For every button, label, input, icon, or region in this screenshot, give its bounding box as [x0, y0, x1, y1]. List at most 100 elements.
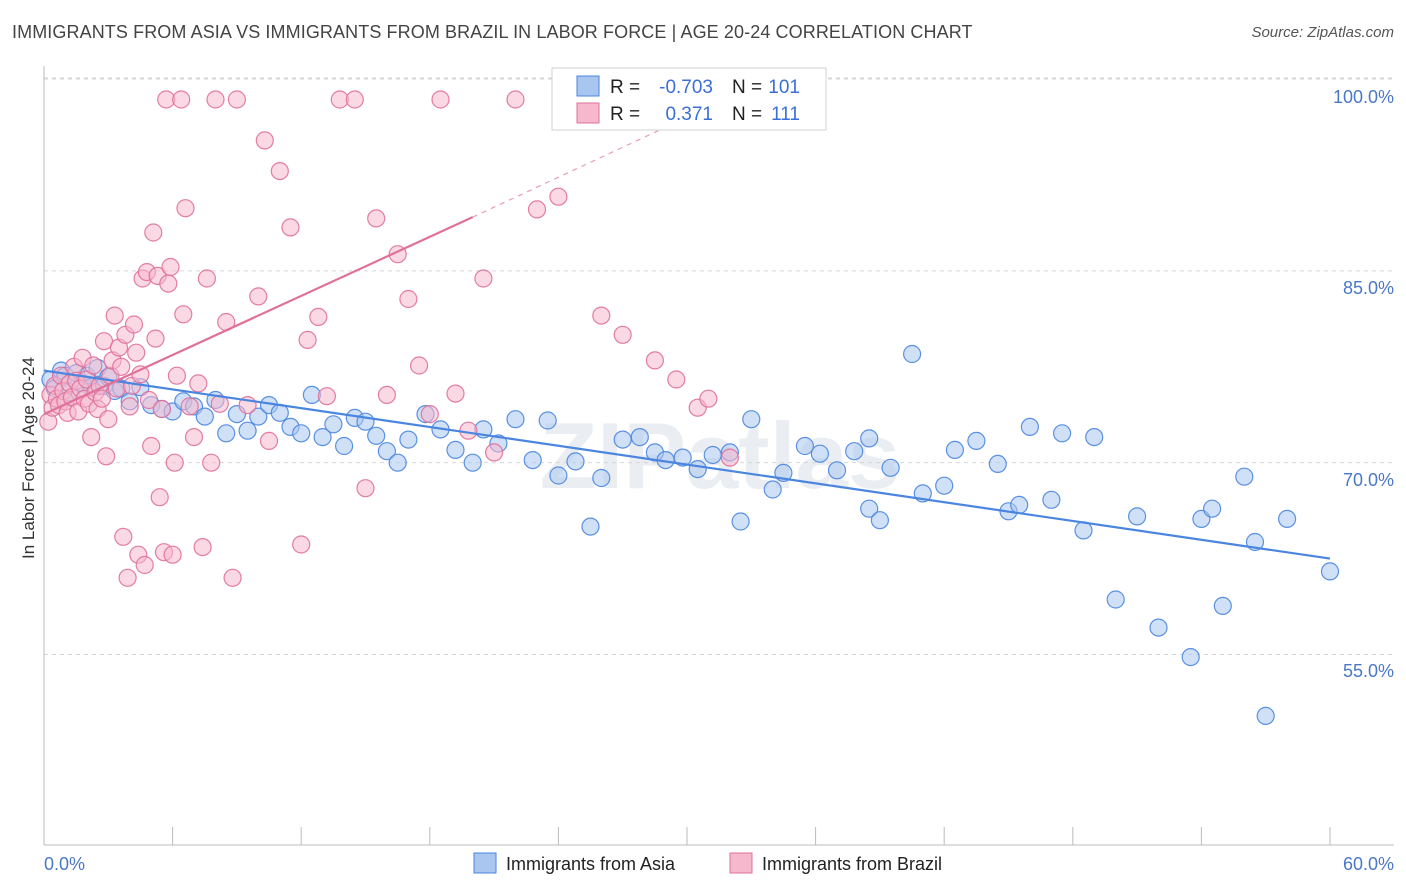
data-point — [84, 356, 103, 375]
data-point — [845, 442, 864, 461]
data-point — [142, 436, 161, 456]
data-point — [302, 385, 321, 404]
data-point — [870, 511, 890, 530]
data-point — [118, 568, 137, 587]
data-point — [127, 343, 146, 362]
data-point — [431, 90, 450, 109]
data-point — [227, 90, 246, 109]
data-point — [197, 269, 216, 288]
data-point — [1235, 467, 1254, 486]
data-point — [988, 454, 1007, 473]
data-point — [292, 535, 311, 554]
data-point — [1256, 706, 1275, 726]
trend-line-brazil-extension — [472, 116, 688, 218]
data-point — [463, 453, 482, 472]
data-point — [1213, 596, 1232, 616]
data-point — [176, 199, 195, 218]
y-tick-label: 55.0% — [1343, 661, 1394, 681]
data-point — [92, 389, 112, 408]
data-point — [1085, 428, 1104, 447]
data-point — [613, 325, 632, 344]
data-point — [193, 537, 212, 557]
trend-line-asia — [43, 369, 1331, 560]
data-point — [161, 257, 180, 277]
series-brazil — [39, 90, 740, 587]
data-point — [139, 390, 159, 410]
data-point — [945, 440, 965, 459]
data-point — [206, 90, 225, 109]
data-point — [146, 329, 165, 348]
data-point — [163, 545, 182, 564]
data-point — [292, 424, 311, 443]
data-point — [249, 287, 268, 306]
data-point — [388, 453, 407, 472]
data-point — [309, 307, 328, 326]
data-point — [667, 370, 686, 389]
legend-r-value-brazil: 0.371 — [665, 104, 713, 125]
data-point — [1020, 417, 1040, 436]
data-point — [238, 421, 257, 440]
data-point — [581, 517, 600, 536]
bottom-legend-swatch-asia — [473, 852, 497, 874]
data-point — [298, 330, 317, 349]
data-point — [763, 480, 782, 499]
data-point — [317, 387, 336, 406]
data-point — [167, 366, 186, 385]
data-point — [1277, 509, 1297, 529]
data-point — [367, 426, 386, 445]
legend-n-value-brazil: 111 — [771, 104, 800, 125]
data-point — [592, 306, 611, 325]
data-point — [967, 431, 986, 450]
data-point — [527, 200, 547, 219]
data-series — [39, 90, 1340, 726]
legend-swatch-asia — [576, 75, 600, 97]
data-point — [860, 499, 879, 518]
data-point — [446, 384, 465, 403]
legend-swatch-brazil — [576, 102, 600, 124]
data-point — [1149, 618, 1168, 637]
data-point — [180, 397, 199, 416]
data-point — [860, 429, 879, 448]
bottom-legend-label-asia: Immigrants from Asia — [506, 854, 676, 874]
trend-lines — [43, 116, 1331, 560]
data-point — [255, 131, 274, 150]
data-point — [566, 452, 585, 471]
data-point — [902, 344, 922, 364]
grid-lines — [44, 77, 1394, 655]
y-axis-label: In Labor Force | Age 20-24 — [19, 357, 38, 559]
data-point — [1181, 647, 1200, 667]
x-tick-label-max: 60.0% — [1343, 854, 1394, 874]
bottom-legend: Immigrants from Asia Immigrants from Bra… — [473, 852, 942, 874]
data-point — [259, 431, 279, 450]
data-point — [1042, 490, 1061, 509]
y-tick-label: 100.0% — [1333, 87, 1394, 107]
data-point — [881, 458, 900, 477]
chart-title: IMMIGRANTS FROM ASIA VS IMMIGRANTS FROM … — [12, 22, 973, 42]
legend-n-value-asia: 101 — [768, 77, 800, 98]
data-point — [94, 332, 114, 351]
data-point — [399, 289, 418, 309]
data-point — [630, 428, 649, 447]
legend-n-label: N = — [732, 104, 762, 125]
bottom-legend-swatch-brazil — [729, 852, 753, 874]
data-point — [699, 389, 718, 408]
data-point — [613, 430, 632, 449]
data-point — [124, 315, 144, 334]
data-point — [399, 430, 418, 449]
data-point — [184, 428, 204, 447]
data-point — [810, 444, 830, 463]
data-point — [270, 162, 289, 181]
data-point — [165, 453, 184, 472]
data-point — [720, 448, 740, 467]
y-tick-labels: 55.0% 70.0% 85.0% 100.0% — [1333, 87, 1394, 681]
data-point — [703, 445, 722, 465]
data-point — [549, 187, 568, 206]
data-point — [474, 269, 493, 288]
data-point — [112, 357, 131, 376]
y-tick-label: 70.0% — [1343, 470, 1394, 490]
axes — [43, 66, 1394, 846]
data-point — [742, 410, 761, 429]
data-point — [105, 306, 124, 325]
data-point — [97, 447, 116, 466]
